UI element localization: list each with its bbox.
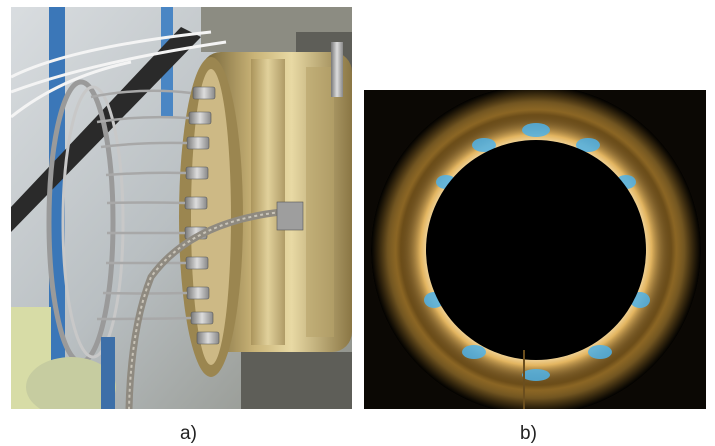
photo-annular-flame xyxy=(364,90,706,409)
photo-combustor-rig xyxy=(11,7,352,409)
panel-a-caption: a) xyxy=(180,423,197,444)
annular-flame-illustration xyxy=(364,90,706,409)
combustor-rig-illustration xyxy=(11,7,352,409)
panel-b-caption: b) xyxy=(520,423,537,444)
